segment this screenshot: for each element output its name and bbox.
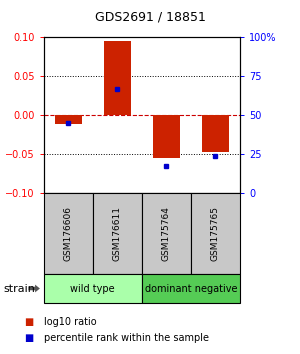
Bar <box>202 115 229 153</box>
Text: log10 ratio: log10 ratio <box>44 317 96 327</box>
Text: GSM175764: GSM175764 <box>162 206 171 261</box>
Bar <box>153 115 180 158</box>
Text: strain: strain <box>3 284 35 293</box>
Text: GSM175765: GSM175765 <box>211 206 220 261</box>
Bar <box>55 115 82 124</box>
Text: wild type: wild type <box>70 284 115 293</box>
Text: ■: ■ <box>24 333 33 343</box>
Bar <box>104 41 131 115</box>
Text: dominant negative: dominant negative <box>145 284 237 293</box>
Text: ■: ■ <box>24 317 33 327</box>
Text: GDS2691 / 18851: GDS2691 / 18851 <box>94 10 206 23</box>
Text: GSM176611: GSM176611 <box>113 206 122 261</box>
Text: percentile rank within the sample: percentile rank within the sample <box>44 333 208 343</box>
Text: GSM176606: GSM176606 <box>64 206 73 261</box>
